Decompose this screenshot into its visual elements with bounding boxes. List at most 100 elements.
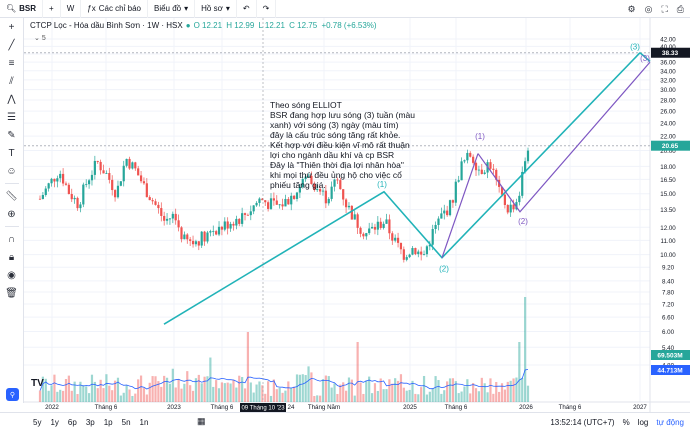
divider (4, 226, 19, 227)
interval-button[interactable]: W (61, 0, 82, 18)
auto-toggle[interactable]: tự động (656, 418, 684, 427)
ohlc-high: H 12.99 (226, 21, 255, 30)
candle-body (420, 251, 423, 255)
price-tick-label: 11.00 (660, 238, 676, 245)
delete-tool[interactable]: 🗑︎ (0, 284, 24, 302)
lock-tool[interactable]: 🔒︎ (0, 248, 24, 266)
screenshot-icon[interactable]: ◎ (644, 3, 653, 14)
candle-body (472, 156, 475, 163)
redo-button[interactable]: ↷ (257, 0, 277, 18)
volume-bar (428, 391, 431, 402)
volume-bar (131, 395, 134, 402)
volume-bar (212, 386, 215, 402)
candle-body (93, 160, 96, 175)
layout-button[interactable]: Hồ sơ ▾ (195, 0, 237, 18)
volume-bar (304, 375, 307, 402)
candle-body (165, 218, 169, 221)
volume-bar (238, 375, 241, 402)
elliott-annotation[interactable]: Theo sóng ELLIOT BSR đang hợp lưu sóng (3… (270, 100, 450, 190)
range-button-1n[interactable]: 1n (139, 417, 149, 427)
candle-body (197, 241, 200, 246)
brush-tool[interactable]: ✎ (0, 126, 24, 144)
range-button-1p[interactable]: 1p (103, 417, 113, 427)
settings-icon[interactable]: ⚙ (627, 3, 636, 14)
volume-bar (70, 390, 73, 402)
price-tick-label: 40.00 (660, 44, 676, 51)
zoom-tool[interactable]: ⊕ (0, 205, 24, 223)
percent-toggle[interactable]: % (622, 418, 630, 427)
volume-bar (220, 382, 224, 402)
range-button-3p[interactable]: 3p (85, 417, 95, 427)
candle-body (53, 178, 56, 182)
volume-ma-line (39, 369, 529, 391)
volume-bar (82, 385, 85, 402)
chart-type-button[interactable]: Biểu đồ ▾ (148, 0, 196, 18)
candle-body (313, 183, 316, 191)
volume-bar (134, 393, 137, 402)
volume-bar (327, 376, 330, 402)
annotation-line: xanh) với sóng (3) ngày (màu tím) (270, 120, 399, 130)
volume-bar (301, 374, 304, 402)
log-toggle[interactable]: log (637, 418, 649, 427)
volume-legend[interactable]: ⌄ 5 (34, 34, 46, 42)
range-button-5n[interactable]: 5n (121, 417, 131, 427)
time-tick-label: Tháng 6 (211, 404, 234, 411)
clock-label[interactable]: 13:52:14 (UTC+7) (550, 418, 615, 427)
candle-body (76, 197, 79, 209)
candle-body (417, 251, 420, 255)
snapshot-icon[interactable]: ⎙ (676, 3, 684, 14)
horizontal-line-tool[interactable]: ≡ (0, 54, 24, 72)
ruler-tool[interactable]: 📏︎ (0, 187, 24, 205)
candle-body (503, 194, 506, 205)
text-tool[interactable]: T (0, 144, 24, 162)
volume-bar (472, 382, 475, 402)
candle-body (405, 257, 408, 260)
range-button-1y[interactable]: 1y (50, 417, 59, 427)
candle-body (160, 208, 163, 216)
calendar-icon[interactable]: ▦ (197, 416, 206, 426)
range-button-5y[interactable]: 5y (33, 417, 42, 427)
crosshair-tool[interactable]: + (0, 18, 24, 36)
candle-body (206, 232, 209, 242)
tradingview-logo[interactable]: TV (31, 378, 44, 389)
undo-button[interactable]: ↶ (237, 0, 257, 18)
volume-bar (362, 393, 365, 402)
volume-bar (290, 387, 293, 402)
volume-bar (293, 386, 296, 402)
candle-body (333, 179, 336, 187)
candle-body (443, 210, 446, 214)
volume-bar (402, 387, 405, 402)
add-symbol-button[interactable]: + (43, 0, 61, 18)
fib-icon: ☰ (7, 111, 16, 123)
range-button-6p[interactable]: 6p (67, 417, 77, 427)
candle-body (111, 179, 114, 191)
hide-tool[interactable]: ◉ (0, 266, 24, 284)
fib-tool[interactable]: ☰ (0, 108, 24, 126)
candle-body (241, 213, 244, 224)
volume-bar (209, 357, 212, 402)
price-tick-label: 22.00 (660, 134, 676, 141)
symbol-search[interactable]: 🔍︎ BSR (0, 0, 44, 18)
indicators-button[interactable]: ƒx Các chỉ báo (81, 0, 148, 18)
drawing-toolbar: + ╱ ≡ ⫽ ⋀ ☰ ✎ T ☺ 📏︎ ⊕ ∩ 🔒︎ ◉ 🗑︎ (0, 18, 24, 403)
volume-bar (431, 388, 434, 402)
trendline-tool[interactable]: ╱ (0, 36, 24, 54)
time-tick-label: 2026 (519, 404, 533, 411)
volume-bar (454, 381, 457, 402)
annotation-line: đây là cấu trúc sóng tăng rất khỏe. (270, 130, 401, 140)
text-icon: T (8, 147, 15, 159)
volume-bar (298, 374, 301, 402)
candle-body (359, 227, 362, 234)
price-chart[interactable]: 42.0040.0038.0036.0034.0032.0030.0028.00… (24, 18, 690, 412)
fullscreen-icon[interactable]: ⛶ (661, 3, 668, 14)
emoji-tool[interactable]: ☺ (0, 162, 24, 180)
magnet-tool[interactable]: ∩ (0, 230, 24, 248)
alert-button[interactable]: ⚲ (6, 388, 19, 401)
candle-body (255, 202, 258, 206)
time-tick-label: 2022 (45, 404, 59, 411)
candle-body (278, 204, 281, 206)
pattern-tool[interactable]: ⋀ (0, 90, 24, 108)
channel-tool[interactable]: ⫽ (0, 72, 24, 90)
candle-body (376, 221, 379, 230)
price-tick-label: 8.40 (662, 278, 675, 285)
